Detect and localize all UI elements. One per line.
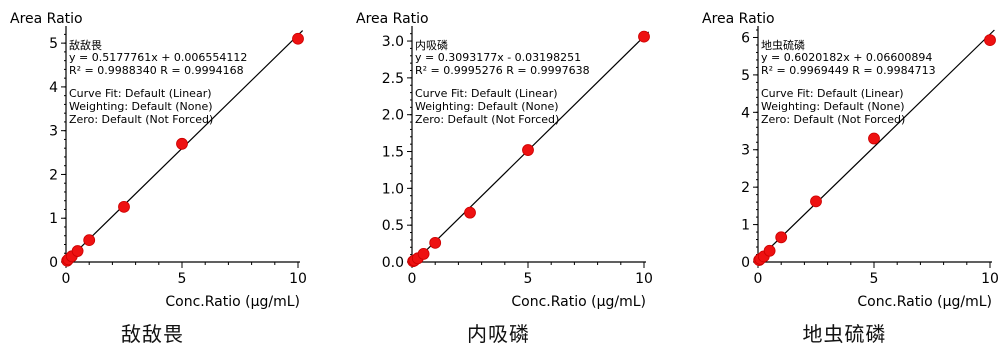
r-squared-text: R² = 0.9969449 R = 0.9984713 xyxy=(761,64,936,77)
calibration-chart: Area Ratio 0.0 0.5 1.0 1.5 2.0 2.5 3.0 0 5 10 Conc.… xyxy=(356,11,653,310)
curve-fit-text: Curve Fit: Default (Linear) xyxy=(415,87,558,100)
y-tick-label: 2.0 xyxy=(382,108,404,124)
y-axis-title: Area Ratio xyxy=(10,11,83,27)
y-tick-label: 1.0 xyxy=(382,181,404,197)
x-tick-label: 10 xyxy=(635,271,653,287)
y-tick-label: 6 xyxy=(741,30,750,46)
compound-label: 地虫硫磷 xyxy=(761,38,805,52)
x-tick-label: 10 xyxy=(981,271,999,287)
data-point xyxy=(810,195,822,208)
y-tick-label: 0.0 xyxy=(382,255,404,271)
curve-fit-text: Curve Fit: Default (Linear) xyxy=(761,87,904,100)
data-point xyxy=(868,132,880,145)
y-tick-label: 1.5 xyxy=(382,145,404,161)
x-axis-title: Conc.Ratio (μg/mL) xyxy=(511,294,646,310)
data-point xyxy=(775,231,788,244)
y-tick-label: 0.5 xyxy=(382,218,404,234)
y-tick-label: 0 xyxy=(49,255,58,271)
calibration-panel-dichlorvos: Area Ratio 0 1 2 3 4 5 0 5 10 Conc.Ratio (μg/mL) 敌敌… xyxy=(0,0,333,346)
calibration-panel-fonofos: Area Ratio 0 1 2 3 4 5 6 0 5 10 Conc.Ratio (μg/mL) 地… xyxy=(692,0,999,346)
y-tick-label: 3.0 xyxy=(382,34,404,50)
data-point xyxy=(71,245,84,257)
data-point xyxy=(292,32,304,45)
x-tick-label: 0 xyxy=(754,271,763,287)
r-squared-text: R² = 0.9988340 R = 0.9994168 xyxy=(69,64,244,77)
y-tick-label: 1 xyxy=(741,218,750,234)
x-tick-label: 5 xyxy=(178,271,187,287)
weighting-text: Weighting: Default (None) xyxy=(761,100,905,113)
x-tick-label: 5 xyxy=(524,271,533,287)
chart-caption: 内吸磷 xyxy=(467,322,530,346)
y-tick-label: 4 xyxy=(741,105,750,121)
x-tick-label: 0 xyxy=(408,271,417,287)
fit-equation: y = 0.5177761x + 0.006554112 xyxy=(69,51,247,64)
zero-text: Zero: Default (Not Forced) xyxy=(69,113,213,126)
y-axis-title: Area Ratio xyxy=(356,11,429,27)
regression-line xyxy=(757,29,995,260)
data-point xyxy=(464,206,476,219)
r-squared-text: R² = 0.9995276 R = 0.9997638 xyxy=(415,64,590,77)
y-axis-title: Area Ratio xyxy=(702,11,775,27)
y-tick-label: 3 xyxy=(49,124,58,140)
calibration-chart: Area Ratio 0 1 2 3 4 5 6 0 5 10 Conc.Ratio (μg/mL) 地… xyxy=(702,11,999,310)
data-point xyxy=(638,30,650,43)
fit-equation: y = 0.3093177x - 0.03198251 xyxy=(415,51,581,64)
y-tick-label: 0 xyxy=(741,255,750,271)
y-tick-label: 5 xyxy=(49,36,58,52)
data-point xyxy=(83,234,96,247)
y-tick-label: 5 xyxy=(741,68,750,84)
x-tick-label: 5 xyxy=(870,271,879,287)
y-tick-label: 2 xyxy=(49,167,58,183)
y-tick-label: 2 xyxy=(741,180,750,196)
weighting-text: Weighting: Default (None) xyxy=(415,100,559,113)
calibration-chart: Area Ratio 0 1 2 3 4 5 0 5 10 Conc.Ratio (μg/mL) 敌敌… xyxy=(10,11,307,310)
data-point xyxy=(176,137,188,150)
compound-label: 敌敌畏 xyxy=(69,38,102,52)
zero-text: Zero: Default (Not Forced) xyxy=(415,113,559,126)
data-point xyxy=(984,34,996,47)
x-tick-label: 0 xyxy=(62,271,71,287)
calibration-panel-demeton: Area Ratio 0.0 0.5 1.0 1.5 2.0 2.5 3.0 0 5 10 Conc.… xyxy=(346,0,679,346)
y-tick-label: 3 xyxy=(741,143,750,159)
compound-label: 内吸磷 xyxy=(415,38,448,52)
x-axis-title: Conc.Ratio (μg/mL) xyxy=(857,294,992,310)
x-tick-label: 10 xyxy=(289,271,307,287)
chart-caption: 地虫硫磷 xyxy=(802,322,887,346)
data-point xyxy=(763,244,776,257)
data-point xyxy=(429,236,442,249)
zero-text: Zero: Default (Not Forced) xyxy=(761,113,905,126)
data-point xyxy=(522,144,534,156)
curve-fit-text: Curve Fit: Default (Linear) xyxy=(69,87,212,100)
chart-caption: 敌敌畏 xyxy=(121,322,184,346)
data-point xyxy=(417,247,430,260)
y-tick-label: 1 xyxy=(49,211,58,227)
x-axis-title: Conc.Ratio (μg/mL) xyxy=(165,294,300,310)
data-point xyxy=(118,200,130,213)
weighting-text: Weighting: Default (None) xyxy=(69,100,213,113)
y-tick-label: 4 xyxy=(49,80,58,96)
fit-equation: y = 0.6020182x + 0.06600894 xyxy=(761,51,932,64)
y-tick-label: 2.5 xyxy=(382,71,404,87)
